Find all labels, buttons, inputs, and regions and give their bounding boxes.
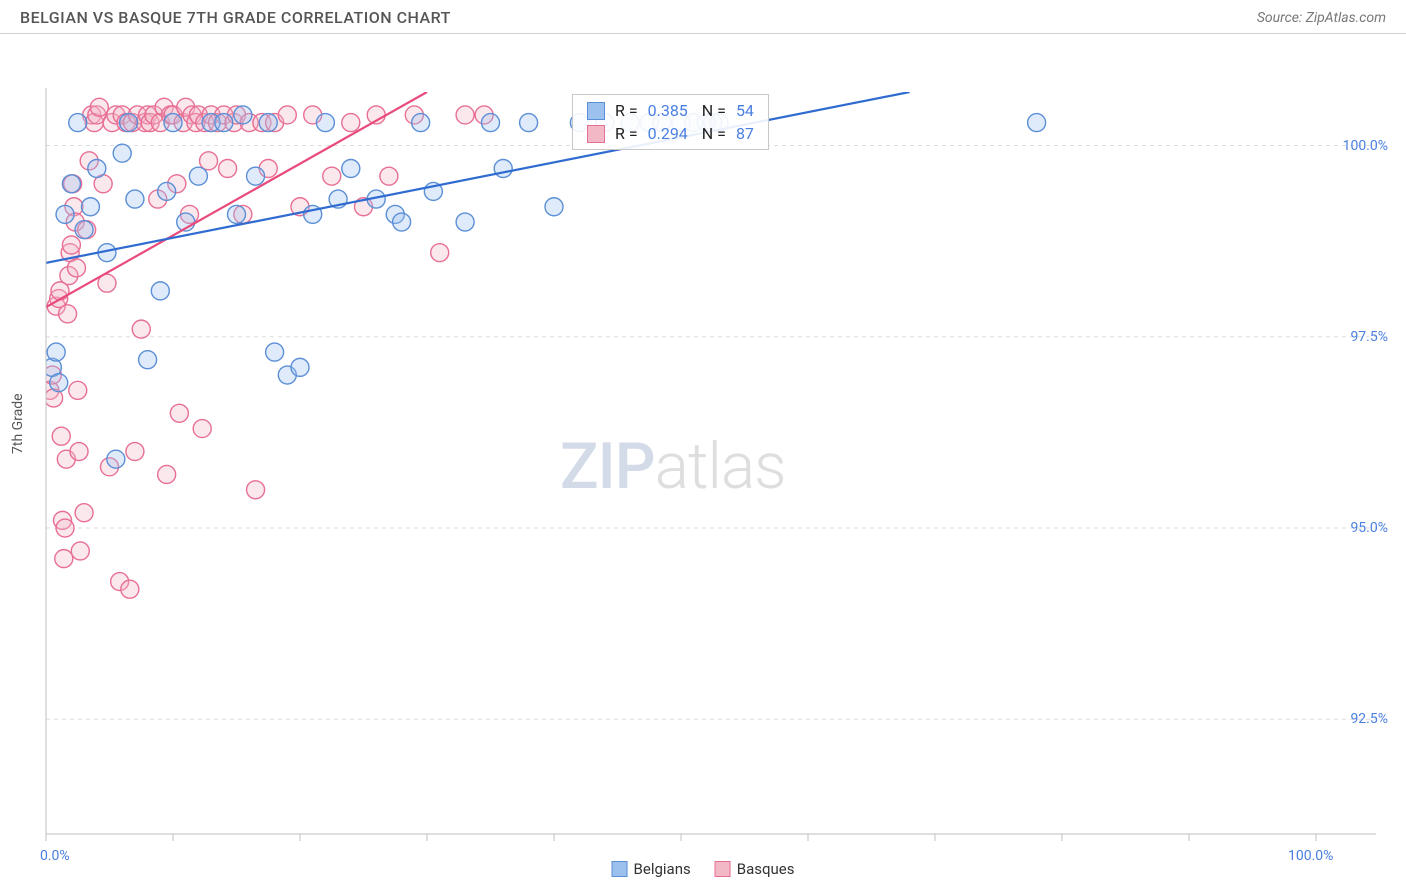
scatter-point-basques bbox=[170, 404, 188, 422]
scatter-point-belgians bbox=[342, 159, 360, 177]
scatter-point-belgians bbox=[164, 114, 182, 132]
chart-source: Source: ZipAtlas.com bbox=[1257, 10, 1386, 26]
legend-label-belgians: Belgians bbox=[634, 860, 691, 878]
legend-swatch-basques-icon bbox=[715, 861, 731, 877]
scatter-point-basques bbox=[67, 259, 85, 277]
y-axis-label: 7th Grade bbox=[10, 393, 26, 454]
n-value-basques: 87 bbox=[736, 124, 754, 143]
scatter-point-basques bbox=[200, 152, 218, 170]
scatter-point-belgians bbox=[75, 221, 93, 239]
scatter-point-belgians bbox=[412, 114, 430, 132]
scatter-point-belgians bbox=[456, 213, 474, 231]
scatter-point-basques bbox=[278, 106, 296, 124]
y-tick-label: 100.0% bbox=[1343, 138, 1388, 154]
scatter-point-belgians bbox=[139, 351, 157, 369]
scatter-point-belgians bbox=[234, 106, 252, 124]
x-axis-min-label: 0.0% bbox=[40, 848, 70, 864]
scatter-point-belgians bbox=[247, 167, 265, 185]
scatter-point-belgians bbox=[50, 374, 68, 392]
r-value-basques: 0.294 bbox=[648, 124, 688, 143]
scatter-point-belgians bbox=[520, 114, 538, 132]
legend-swatch-belgians-icon bbox=[612, 861, 628, 877]
scatter-point-belgians bbox=[482, 114, 500, 132]
scatter-point-basques bbox=[456, 106, 474, 124]
scatter-point-belgians bbox=[316, 114, 334, 132]
scatter-point-belgians bbox=[151, 282, 169, 300]
scatter-point-basques bbox=[70, 443, 88, 461]
legend-bottom: Belgians Basques bbox=[612, 860, 795, 878]
y-tick-label: 95.0% bbox=[1350, 520, 1388, 536]
scatter-chart-svg bbox=[0, 34, 1406, 884]
x-axis-max-label: 100.0% bbox=[1288, 848, 1333, 864]
scatter-point-belgians bbox=[69, 114, 87, 132]
scatter-point-belgians bbox=[126, 190, 144, 208]
scatter-point-belgians bbox=[88, 159, 106, 177]
legend-label-basques: Basques bbox=[737, 860, 795, 878]
r-value-belgians: 0.385 bbox=[648, 101, 688, 120]
scatter-point-belgians bbox=[189, 167, 207, 185]
swatch-basques-icon bbox=[587, 125, 605, 143]
scatter-point-basques bbox=[121, 580, 139, 598]
scatter-point-belgians bbox=[62, 175, 80, 193]
swatch-belgians-icon bbox=[587, 102, 605, 120]
y-tick-label: 92.5% bbox=[1350, 711, 1388, 727]
scatter-point-belgians bbox=[291, 358, 309, 376]
scatter-point-basques bbox=[126, 443, 144, 461]
scatter-point-basques bbox=[342, 114, 360, 132]
scatter-point-basques bbox=[132, 320, 150, 338]
scatter-point-basques bbox=[380, 167, 398, 185]
scatter-point-belgians bbox=[266, 343, 284, 361]
correlation-row-basques: R = 0.294 N = 87 bbox=[573, 122, 768, 145]
scatter-point-belgians bbox=[56, 205, 74, 223]
scatter-point-belgians bbox=[120, 114, 138, 132]
scatter-point-basques bbox=[69, 381, 87, 399]
scatter-point-belgians bbox=[47, 343, 65, 361]
scatter-point-basques bbox=[323, 167, 341, 185]
legend-item-basques: Basques bbox=[715, 860, 795, 878]
scatter-point-belgians bbox=[113, 144, 131, 162]
chart-header: BELGIAN VS BASQUE 7TH GRADE CORRELATION … bbox=[0, 0, 1406, 34]
chart-title: BELGIAN VS BASQUE 7TH GRADE CORRELATION … bbox=[20, 8, 451, 27]
scatter-point-belgians bbox=[158, 182, 176, 200]
scatter-point-basques bbox=[52, 427, 70, 445]
scatter-point-belgians bbox=[1028, 114, 1046, 132]
correlation-row-belgians: R = 0.385 N = 54 bbox=[573, 99, 768, 122]
scatter-point-belgians bbox=[545, 198, 563, 216]
scatter-point-belgians bbox=[393, 213, 411, 231]
n-value-belgians: 54 bbox=[736, 101, 754, 120]
scatter-point-basques bbox=[158, 465, 176, 483]
scatter-point-basques bbox=[55, 550, 73, 568]
scatter-point-basques bbox=[59, 305, 77, 323]
scatter-point-basques bbox=[71, 542, 89, 560]
scatter-point-basques bbox=[247, 481, 265, 499]
scatter-point-basques bbox=[62, 236, 80, 254]
chart-area: 7th Grade 92.5% 95.0% 97.5% 100.0% 0.0% 100… bbox=[0, 34, 1406, 884]
scatter-point-basques bbox=[90, 98, 108, 116]
scatter-point-basques bbox=[219, 159, 237, 177]
correlation-legend-box: R = 0.385 N = 54 R = 0.294 N = 87 bbox=[572, 94, 769, 150]
legend-item-belgians: Belgians bbox=[612, 860, 691, 878]
scatter-point-belgians bbox=[259, 114, 277, 132]
scatter-point-basques bbox=[431, 244, 449, 262]
scatter-point-basques bbox=[75, 504, 93, 522]
scatter-point-belgians bbox=[81, 198, 99, 216]
y-tick-label: 97.5% bbox=[1350, 329, 1388, 345]
scatter-point-basques bbox=[193, 420, 211, 438]
scatter-point-belgians bbox=[107, 450, 125, 468]
scatter-point-basques bbox=[56, 519, 74, 537]
scatter-point-belgians bbox=[215, 114, 233, 132]
scatter-point-belgians bbox=[228, 205, 246, 223]
